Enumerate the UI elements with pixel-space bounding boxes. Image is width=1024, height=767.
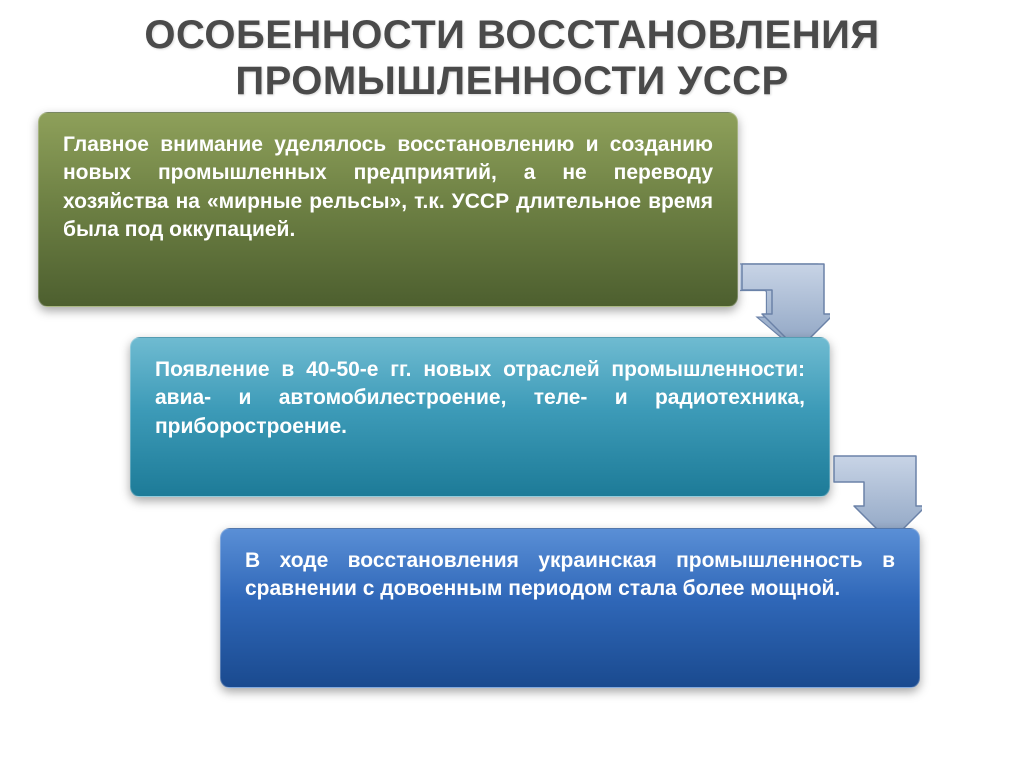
feature-text-3: В ходе восстановления украинская промышл…: [245, 549, 895, 600]
feature-box-3: В ходе восстановления украинская промышл…: [220, 528, 920, 688]
feature-text-1: Главное внимание уделялось восстановлени…: [63, 133, 713, 241]
feature-text-2: Появление в 40-50-е гг. новых отраслей п…: [155, 358, 805, 438]
diagram-stage: Главное внимание уделялось восстановлени…: [0, 112, 1024, 762]
feature-box-1: Главное внимание уделялось восстановлени…: [38, 112, 738, 307]
feature-box-2: Появление в 40-50-е гг. новых отраслей п…: [130, 337, 830, 497]
page-title: ОСОБЕННОСТИ ВОССТАНОВЛЕНИЯ ПРОМЫШЛЕННОСТ…: [0, 0, 1024, 112]
